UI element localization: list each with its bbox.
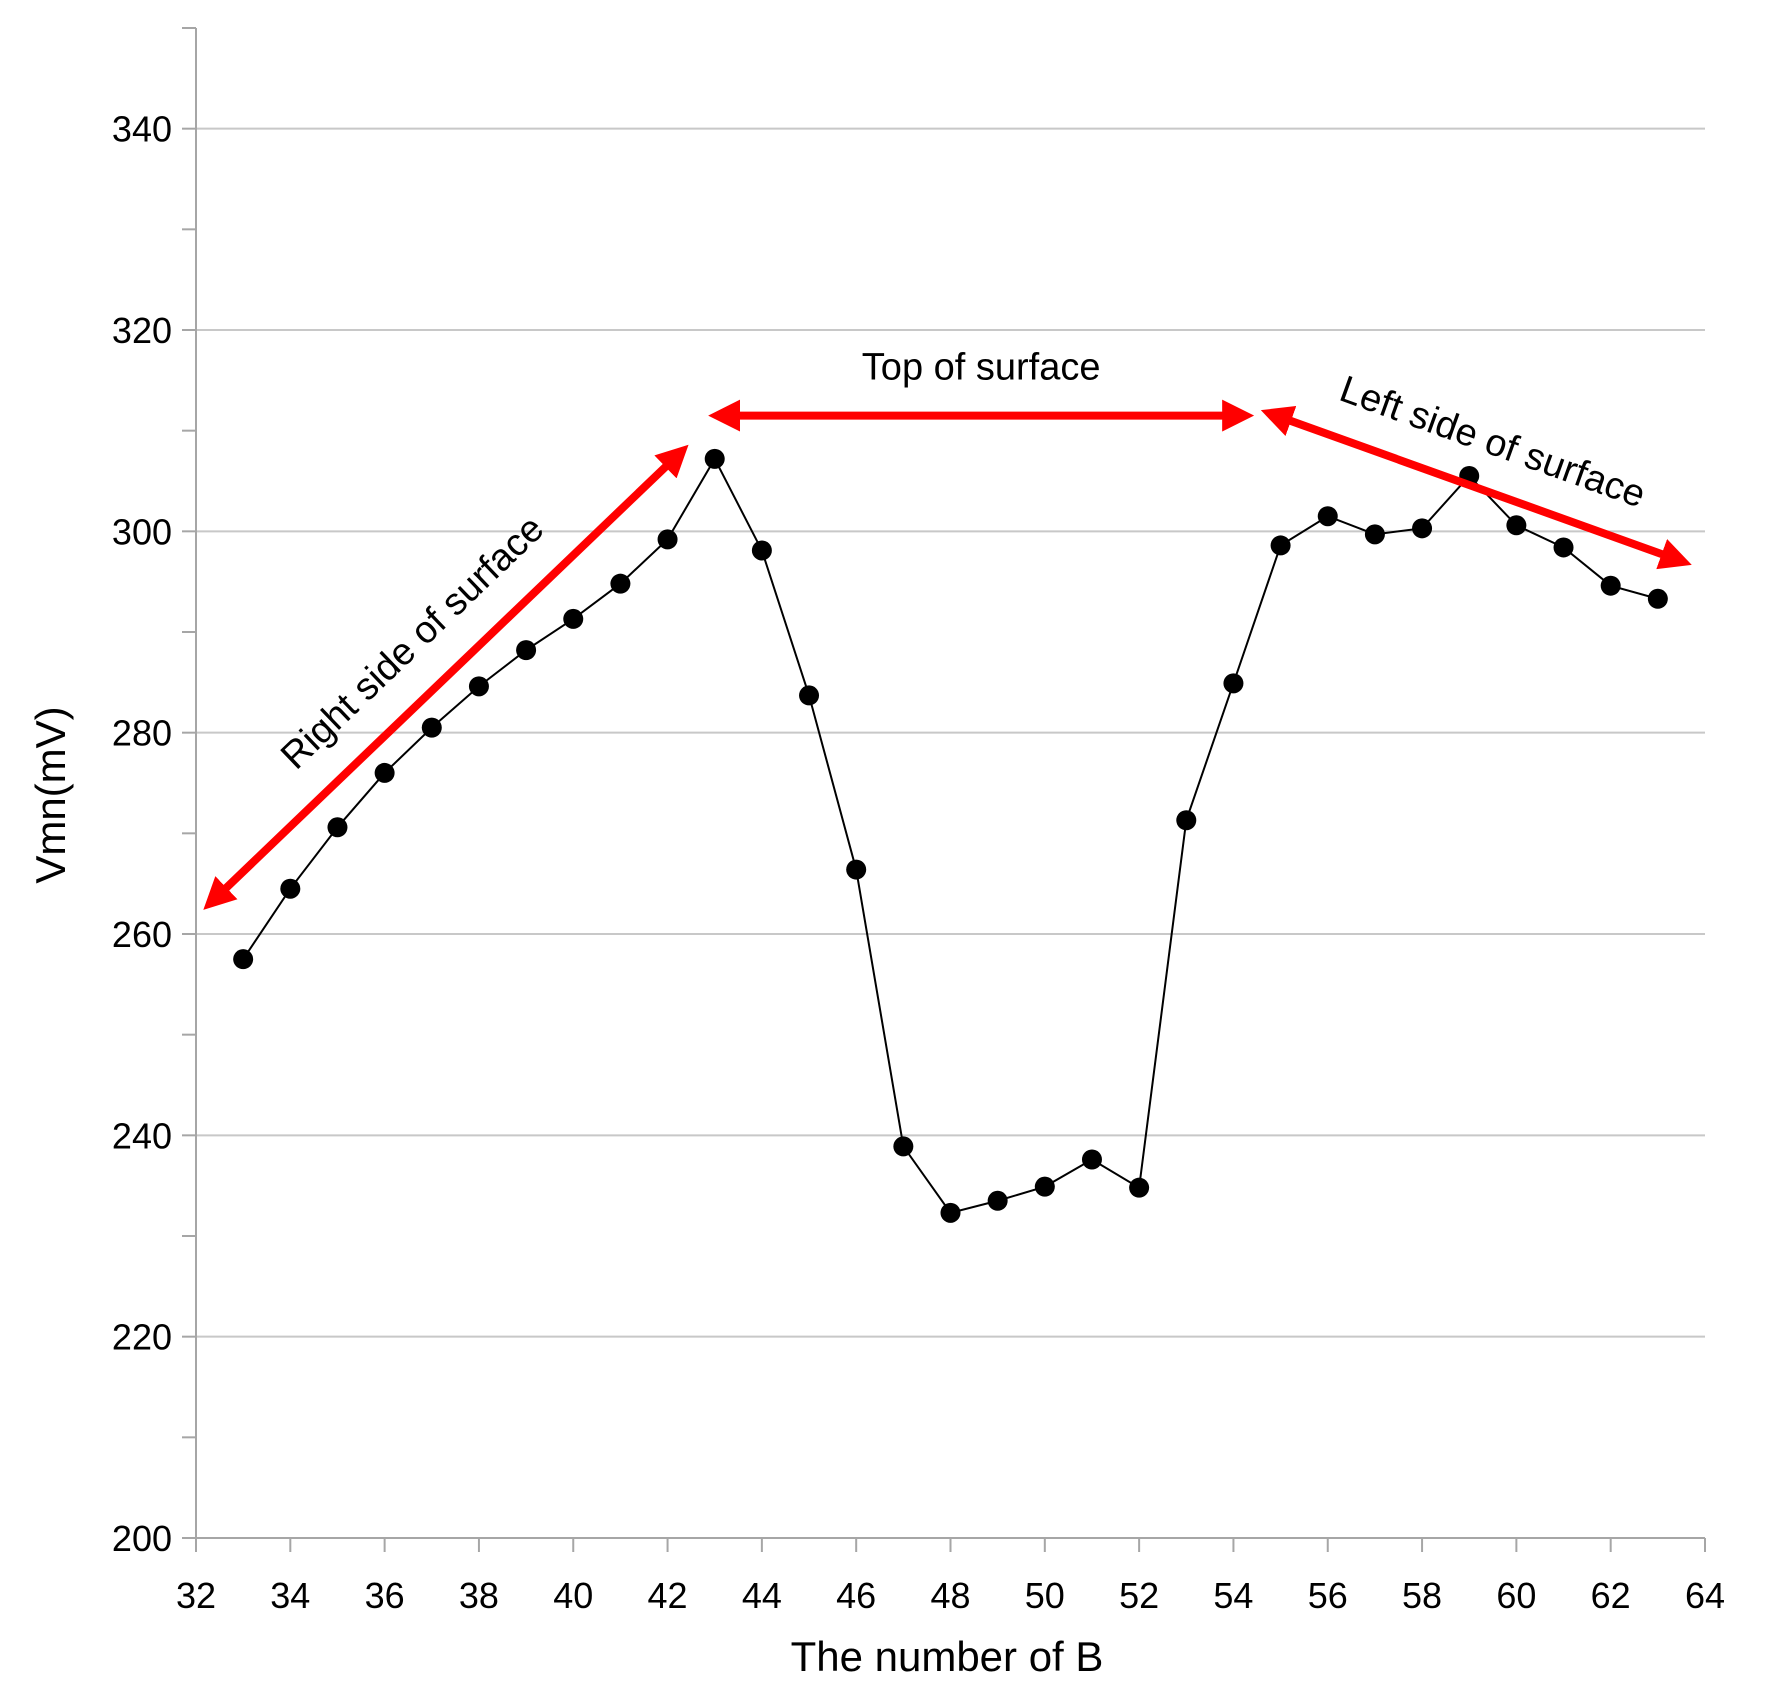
data-point xyxy=(846,859,867,880)
x-tick-label: 56 xyxy=(1308,1575,1348,1616)
x-tick-label: 54 xyxy=(1213,1575,1253,1616)
data-point xyxy=(1081,1149,1102,1170)
x-tick-label: 58 xyxy=(1402,1575,1442,1616)
gridlines xyxy=(196,127,1705,1338)
data-point xyxy=(704,448,725,469)
data-point xyxy=(1034,1176,1055,1197)
axes: 200 220 240 260 280 300 320 340 32 34 36 38 40 42 44 46… xyxy=(112,27,1725,1616)
data-point xyxy=(516,640,537,661)
y-tick-label: 320 xyxy=(112,310,172,351)
y-tick-label: 200 xyxy=(112,1518,172,1559)
data-point xyxy=(1412,518,1433,539)
data-point xyxy=(610,573,631,594)
x-tick-label: 32 xyxy=(176,1575,216,1616)
data-point xyxy=(1600,575,1621,596)
x-tick-label: 62 xyxy=(1591,1575,1631,1616)
y-tick-label: 300 xyxy=(112,511,172,552)
data-point xyxy=(1223,673,1244,694)
data-point xyxy=(327,817,348,838)
data-point xyxy=(1506,515,1527,536)
x-tick-label: 52 xyxy=(1119,1575,1159,1616)
x-tick-label: 48 xyxy=(930,1575,970,1616)
x-tick-label: 36 xyxy=(365,1575,405,1616)
data-point xyxy=(940,1202,961,1223)
y-axis-label: Vmn(mV) xyxy=(27,706,74,883)
x-axis-label: The number of B xyxy=(791,1633,1104,1680)
x-tick-label: 34 xyxy=(270,1575,310,1616)
x-tick-label: 60 xyxy=(1496,1575,1536,1616)
x-tick-label: 44 xyxy=(742,1575,782,1616)
x-tick-label: 46 xyxy=(836,1575,876,1616)
data-point xyxy=(893,1136,914,1157)
annotation-label: Right side of surface xyxy=(273,508,552,778)
annotation-label: Top of surface xyxy=(862,347,1101,389)
data-point xyxy=(799,685,820,706)
data-point xyxy=(657,529,678,550)
data-point xyxy=(1317,506,1338,527)
annotation-arrow xyxy=(1260,405,1692,570)
data-point xyxy=(563,608,584,629)
y-tick-label: 220 xyxy=(112,1317,172,1358)
data-point xyxy=(1129,1177,1150,1198)
x-tick-label: 42 xyxy=(648,1575,688,1616)
x-tick-label: 50 xyxy=(1025,1575,1065,1616)
data-point xyxy=(987,1190,1008,1211)
y-tick-label: 340 xyxy=(112,109,172,150)
annotation-arrow xyxy=(203,444,689,910)
data-point xyxy=(1553,537,1574,558)
data-point xyxy=(233,949,254,970)
data-point xyxy=(280,878,301,899)
data-point xyxy=(421,717,442,738)
data-points xyxy=(233,448,1668,1223)
data-point xyxy=(1270,535,1291,556)
x-tick-label: 40 xyxy=(553,1575,593,1616)
x-tick-label: 64 xyxy=(1685,1575,1725,1616)
y-tick-label: 280 xyxy=(112,713,172,754)
data-point xyxy=(751,540,772,561)
y-tick-label: 260 xyxy=(112,914,172,955)
data-point xyxy=(1176,810,1197,831)
x-tick-label: 38 xyxy=(459,1575,499,1616)
data-point xyxy=(1364,524,1385,545)
data-point xyxy=(1647,588,1668,609)
data-point xyxy=(374,762,395,783)
data-point xyxy=(468,676,489,697)
y-tick-label: 240 xyxy=(112,1115,172,1156)
